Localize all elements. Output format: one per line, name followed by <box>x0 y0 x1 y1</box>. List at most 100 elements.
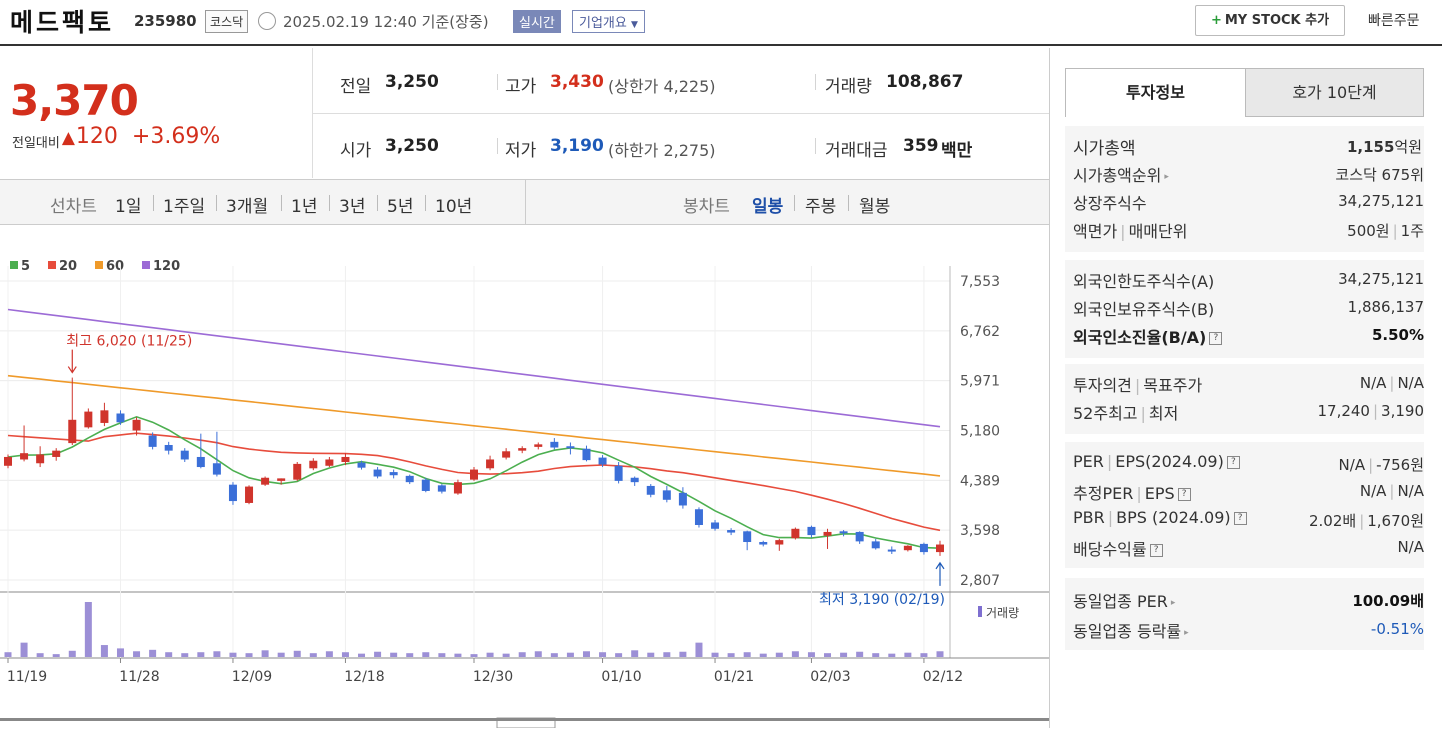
help-icon[interactable]: ? <box>1177 488 1191 501</box>
volume-bar <box>840 652 848 657</box>
opinion-label: 투자의견 <box>1073 376 1132 395</box>
candle-body <box>646 485 655 495</box>
candle-body <box>582 448 591 461</box>
stock-code: 235980 <box>134 12 197 30</box>
help-icon[interactable]: ? <box>1233 512 1247 525</box>
tab-3y[interactable]: 3년 <box>339 197 366 217</box>
w52-high-value: 17,240 <box>1317 402 1370 420</box>
quick-order-link[interactable]: 빠른주문 <box>1368 13 1420 29</box>
stock-chart[interactable]: 5 20 60 120 7,553 6,762 5,971 5,180 4,389 3,598 2,… <box>0 226 1049 729</box>
volume-bar <box>550 653 558 657</box>
industry-per-label[interactable]: 동일업종 PER ▸ <box>1073 588 1175 612</box>
volume-bar <box>165 652 173 657</box>
high-annotation: 최고 6,020 (11/25) <box>66 334 192 350</box>
divider <box>329 195 330 211</box>
tab-3m[interactable]: 3개월 <box>226 197 269 217</box>
tab-investment-info[interactable]: 투자정보 <box>1065 68 1246 117</box>
volume-bar <box>936 651 944 657</box>
divider <box>794 195 795 211</box>
candle-body <box>341 456 350 463</box>
y-tick-label: 5,180 <box>960 424 1000 440</box>
price-box: 3,370 전일대비 ▲ 120 +3.69% <box>0 48 313 178</box>
clock-icon <box>258 12 276 30</box>
candle-body <box>518 448 527 451</box>
candle-body <box>245 486 254 503</box>
divider <box>216 195 217 211</box>
add-mystock-button[interactable]: + MY STOCK 추가 <box>1195 5 1345 36</box>
volume-bar <box>245 653 253 657</box>
x-tick-label: 12/09 <box>232 669 272 685</box>
candle-body <box>212 463 221 475</box>
volume-bar <box>84 602 92 657</box>
volume-bar <box>824 653 832 657</box>
candle-body <box>421 479 430 491</box>
candle-body <box>486 459 495 469</box>
volume-bar <box>663 652 671 657</box>
volume-bar <box>20 642 28 657</box>
compare-label: 전일대비 <box>12 136 60 151</box>
candle-body <box>68 419 77 444</box>
volume-value: 108,867 <box>886 72 964 92</box>
volume-bar <box>679 651 687 657</box>
par-value: 500원 <box>1347 222 1390 240</box>
tab-weekly[interactable]: 주봉 <box>805 197 837 217</box>
candle-body <box>52 450 61 457</box>
candle-body <box>373 469 382 477</box>
chevron-right-icon: ▸ <box>1164 171 1169 182</box>
lower-limit: (하한가 2,275) <box>608 141 716 160</box>
shares-label: 상장주식수 <box>1073 194 1147 213</box>
volume-bar <box>4 652 12 657</box>
industry-rate-text: 동일업종 등락률 <box>1073 622 1182 641</box>
realtime-badge[interactable]: 실시간 <box>513 10 561 33</box>
legend-label: 5 <box>21 259 30 274</box>
volume-bar <box>566 652 574 657</box>
pbr-value: 2.02배 <box>1308 512 1357 530</box>
candle-body <box>180 450 189 460</box>
divider <box>377 195 378 211</box>
volume-legend-swatch <box>978 606 982 617</box>
tab-monthly[interactable]: 월봉 <box>859 197 891 217</box>
candle-body <box>598 457 607 465</box>
help-icon[interactable]: ? <box>1209 332 1223 345</box>
chevron-down-icon: ▼ <box>630 20 638 30</box>
eps-label: EPS(2024.09) <box>1115 452 1224 471</box>
prev-close-label: 전일 <box>340 77 372 97</box>
tab-1y[interactable]: 1년 <box>291 197 318 217</box>
stock-header: 메드팩토 235980 코스닥 2025.02.19 12:40 기준(장중) … <box>0 0 1442 46</box>
tab-1w[interactable]: 1주일 <box>163 197 206 217</box>
volume-bar <box>422 652 430 657</box>
volume-bar <box>502 653 510 657</box>
candle-body <box>919 543 928 553</box>
industry-rate-label[interactable]: 동일업종 등락률 ▸ <box>1073 618 1189 642</box>
legend-label: 120 <box>153 259 180 274</box>
company-overview-label: 기업개요 <box>579 16 627 31</box>
tab-10y[interactable]: 10년 <box>435 197 473 217</box>
tab-daily[interactable]: 일봉 <box>752 197 784 217</box>
candle-body <box>743 531 752 543</box>
line-chart-label: 선차트 <box>50 197 97 217</box>
legend-swatch <box>95 261 103 269</box>
company-overview-button[interactable]: 기업개요 ▼ <box>572 10 645 33</box>
volume-bar <box>213 651 221 657</box>
plus-icon: + <box>1210 13 1222 28</box>
volume-bar <box>888 653 896 657</box>
ma60-line <box>7 374 941 477</box>
low-value: 3,190 <box>550 136 604 156</box>
help-icon[interactable]: ? <box>1149 544 1163 557</box>
foreign-rate-label: 외국인소진율(B/A) <box>1073 328 1207 347</box>
tab-1d[interactable]: 1일 <box>115 197 142 217</box>
foreign-rate-value: 5.50% <box>1371 326 1424 344</box>
low-label: 저가 <box>505 141 537 161</box>
volume-bar <box>486 652 494 657</box>
volume-bar <box>518 652 526 657</box>
cap-rank-label[interactable]: 시가총액순위 ▸ <box>1073 162 1169 186</box>
candle-body <box>807 526 816 536</box>
tab-orderbook[interactable]: 호가 10단계 <box>1245 68 1424 117</box>
volume-bar <box>695 642 703 657</box>
divider <box>281 195 282 211</box>
volume-label: 거래량 <box>825 77 872 97</box>
help-icon[interactable]: ? <box>1226 456 1240 469</box>
candle-body <box>630 477 639 483</box>
candle-body <box>711 522 720 529</box>
tab-5y[interactable]: 5년 <box>387 197 414 217</box>
